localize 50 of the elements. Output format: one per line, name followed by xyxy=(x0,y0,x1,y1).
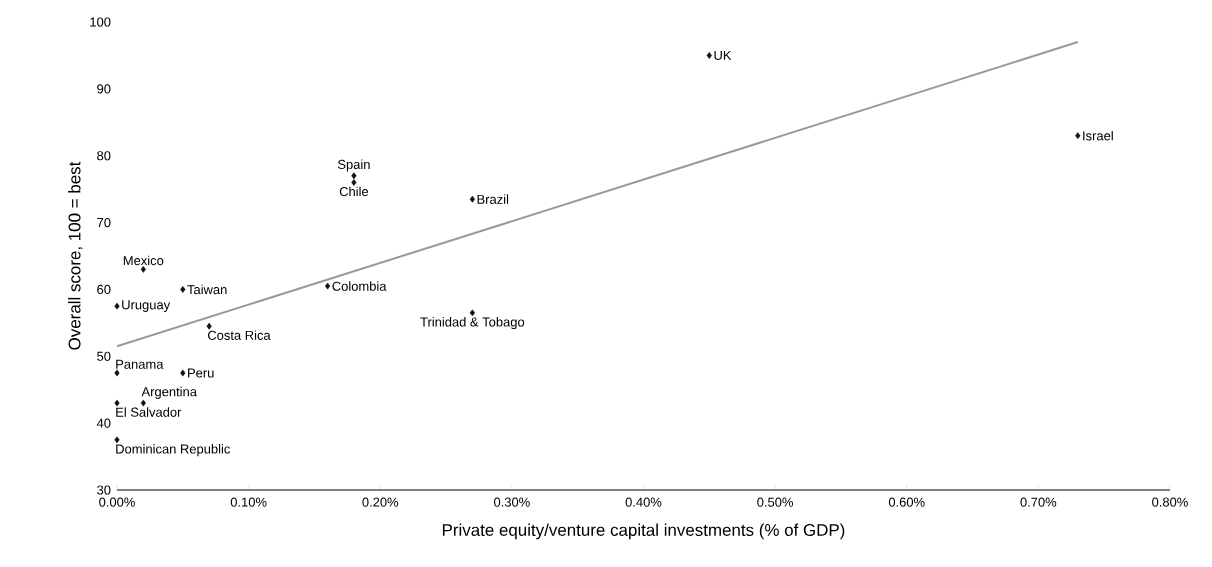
x-tick-label: 0.70% xyxy=(1020,497,1057,507)
point xyxy=(469,195,475,203)
point xyxy=(114,436,120,444)
annotation: Colombia xyxy=(332,281,387,291)
point xyxy=(114,399,120,407)
x-tick-label: 0.50% xyxy=(757,497,793,507)
y-tick-label: 30 xyxy=(97,485,111,495)
annotation: Israel xyxy=(1083,130,1113,141)
annotation: Peru xyxy=(188,368,214,378)
annotation: Panama xyxy=(116,359,164,369)
annotation: Uruguay xyxy=(122,300,171,312)
annotation: Spain xyxy=(337,159,370,172)
point xyxy=(114,302,120,310)
point xyxy=(140,399,146,407)
point xyxy=(206,322,212,330)
point xyxy=(351,179,357,186)
y-tick-label: 100 xyxy=(90,17,111,27)
y-tick-label: 80 xyxy=(97,151,111,161)
annotation: UK xyxy=(714,50,732,60)
x-tick-label: 0.00% xyxy=(99,497,135,507)
point xyxy=(706,52,712,59)
annotation: Dominican Republic xyxy=(116,444,230,457)
x-tick-label: 0.20% xyxy=(362,497,399,507)
point xyxy=(180,369,186,377)
y-tick-label: 40 xyxy=(96,418,111,428)
point xyxy=(180,286,186,293)
annotation: Taiwan xyxy=(187,284,227,295)
x-tick-label: 0.10% xyxy=(230,497,267,507)
annotation: El Salvador xyxy=(116,407,182,417)
y-tick-label: 70 xyxy=(97,217,111,228)
point xyxy=(114,369,120,377)
annotation: Trinidad & Tobago xyxy=(420,317,525,330)
x-tick-label: 0.40% xyxy=(625,497,662,507)
point xyxy=(351,172,357,180)
x-tick-label: 0.80% xyxy=(1152,497,1188,507)
x-tick-label: 0.30% xyxy=(493,497,530,507)
x-tick-label: 0.60% xyxy=(888,497,925,507)
point xyxy=(469,309,475,317)
annotation: Brazil xyxy=(477,194,509,204)
point xyxy=(1075,132,1081,140)
x-axis-title: Private equity/venture capital investments (% of GDP) xyxy=(442,523,845,540)
annotation: Costa Rica xyxy=(207,330,271,340)
annotation: Mexico xyxy=(123,255,164,266)
y-tick-label: 50 xyxy=(97,351,111,361)
annotation: Argentina xyxy=(141,386,197,399)
point xyxy=(324,282,331,290)
y-tick-label: 90 xyxy=(97,84,111,94)
y-tick-label: 60 xyxy=(97,284,111,295)
y-axis-title: Overall score, 100 = best xyxy=(68,161,83,350)
annotation: Chile xyxy=(339,186,369,197)
